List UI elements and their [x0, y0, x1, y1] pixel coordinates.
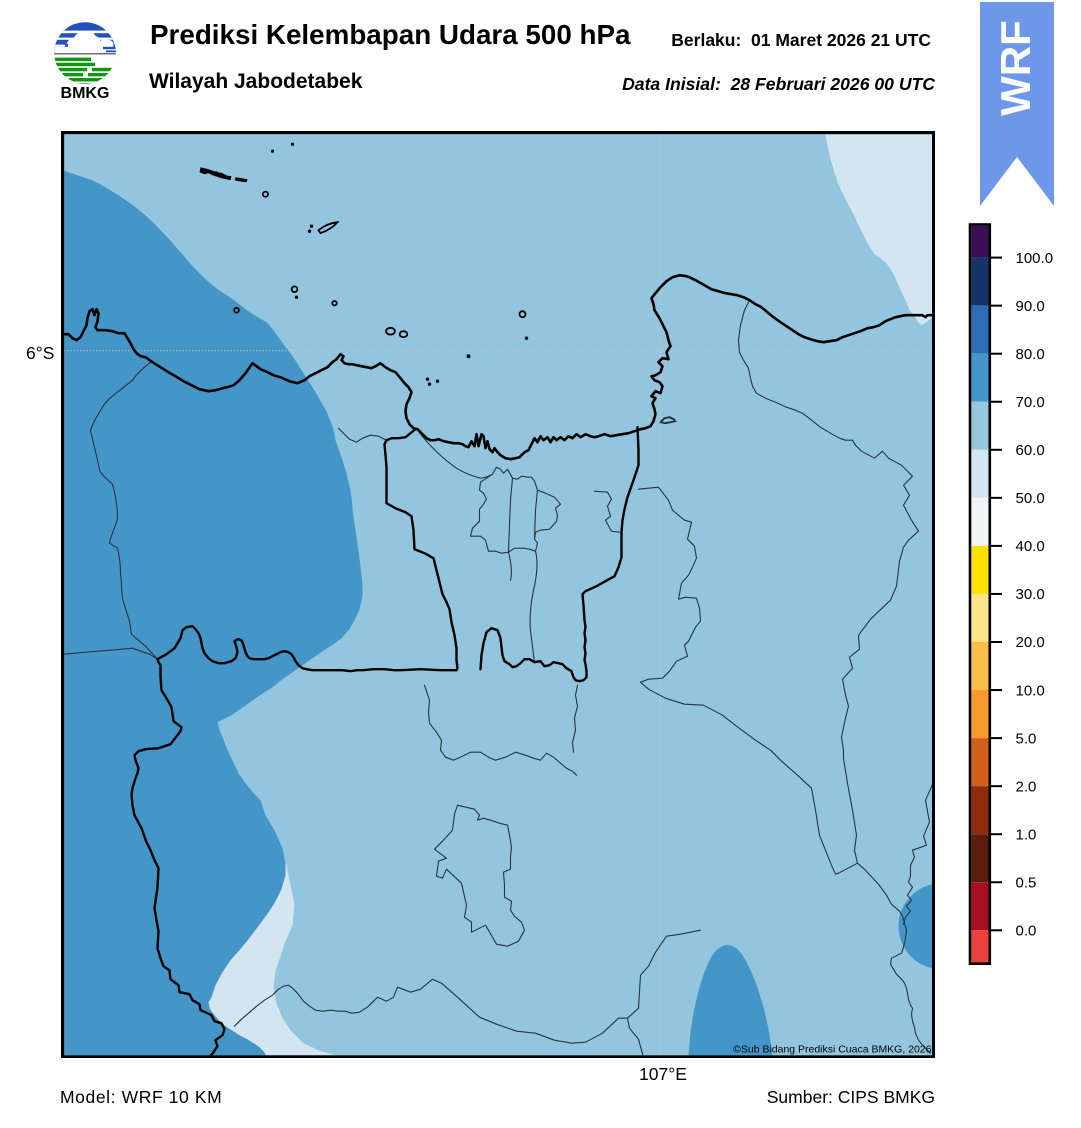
svg-text:1.0: 1.0: [1016, 826, 1037, 843]
svg-text:50.0: 50.0: [1016, 490, 1045, 507]
svg-text:60.0: 60.0: [1016, 442, 1045, 459]
svg-text:0.5: 0.5: [1016, 875, 1037, 892]
svg-text:WRF: WRF: [992, 20, 1039, 116]
svg-text:©Sub Bidang Prediksi Cuaca BMK: ©Sub Bidang Prediksi Cuaca BMKG, 2026: [733, 1044, 931, 1055]
svg-text:0.0: 0.0: [1016, 923, 1037, 940]
svg-text:100.0: 100.0: [1016, 250, 1054, 267]
svg-text:20.0: 20.0: [1016, 634, 1045, 651]
svg-text:5.0: 5.0: [1016, 730, 1037, 747]
svg-text:90.0: 90.0: [1016, 298, 1045, 315]
svg-text:2.0: 2.0: [1016, 778, 1037, 795]
svg-text:70.0: 70.0: [1016, 394, 1045, 411]
svg-text:30.0: 30.0: [1016, 586, 1045, 603]
svg-text:BMKG: BMKG: [61, 85, 110, 102]
svg-text:80.0: 80.0: [1016, 346, 1045, 363]
svg-text:40.0: 40.0: [1016, 538, 1045, 555]
svg-text:10.0: 10.0: [1016, 682, 1045, 699]
